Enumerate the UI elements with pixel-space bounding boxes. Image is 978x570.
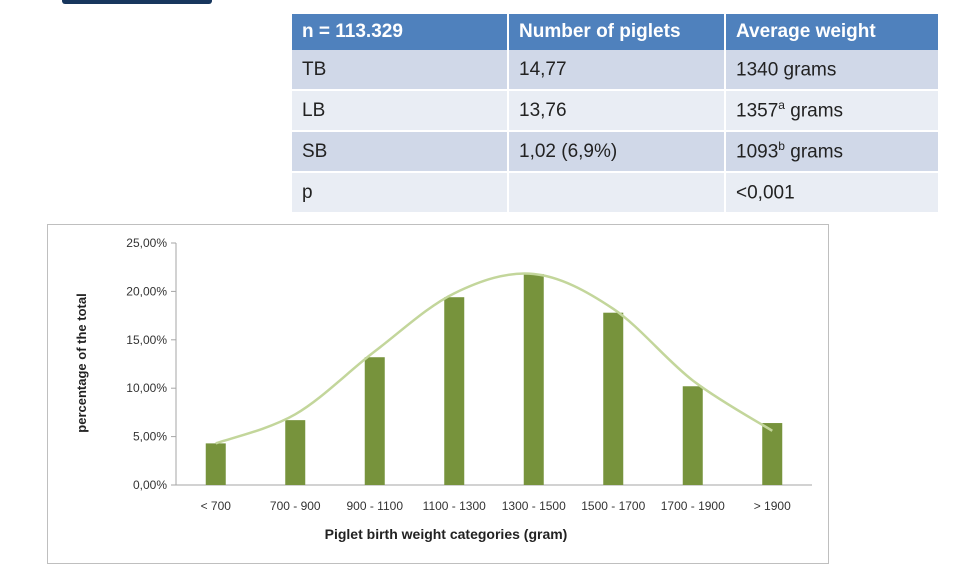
bar bbox=[205, 443, 226, 485]
y-tick-label: 15,00% bbox=[126, 333, 167, 347]
chart-frame: 0,00% 5,00% 10,00% 15,00% 20,00% 25,00% < 700… bbox=[47, 224, 829, 564]
bar bbox=[682, 386, 703, 485]
row-label: SB bbox=[292, 132, 507, 173]
row-piglets bbox=[509, 173, 724, 214]
x-tick-label: 700 - 900 bbox=[270, 499, 321, 513]
trend-curve bbox=[215, 272, 773, 445]
y-axis-label: percentage of the total bbox=[74, 293, 89, 432]
bars bbox=[205, 273, 783, 485]
header-n: n = 113.329 bbox=[292, 14, 507, 50]
bar bbox=[762, 423, 783, 485]
table-row: TB 14,77 1340 grams bbox=[292, 50, 938, 91]
row-label: p bbox=[292, 173, 507, 214]
weight-value: <0,001 bbox=[736, 182, 795, 204]
x-tick-label: 900 - 1100 bbox=[347, 499, 404, 513]
y-tick-label: 10,00% bbox=[126, 381, 167, 395]
header-average-weight: Average weight bbox=[726, 14, 938, 50]
y-tick-label: 20,00% bbox=[126, 284, 167, 298]
row-piglets: 13,76 bbox=[509, 91, 724, 132]
statistics-table: n = 113.329 Number of piglets Average we… bbox=[290, 14, 940, 214]
bar bbox=[285, 420, 306, 485]
x-tick-label: 1500 - 1700 bbox=[581, 499, 645, 513]
row-weight: <0,001 bbox=[726, 173, 938, 214]
weight-unit: grams bbox=[784, 141, 844, 163]
row-weight: 1093b grams bbox=[726, 132, 938, 173]
table-header-row: n = 113.329 Number of piglets Average we… bbox=[292, 14, 938, 50]
bar-chart: 0,00% 5,00% 10,00% 15,00% 20,00% 25,00% < 700… bbox=[74, 236, 812, 542]
row-piglets: 1,02 (6,9%) bbox=[509, 132, 724, 173]
row-weight: 1340 grams bbox=[726, 50, 938, 91]
row-label: LB bbox=[292, 91, 507, 132]
x-tick-label: 1300 - 1500 bbox=[502, 499, 566, 513]
slide-title-remnant bbox=[62, 0, 212, 4]
table-row: p <0,001 bbox=[292, 173, 938, 214]
y-tick-label: 25,00% bbox=[126, 236, 167, 250]
y-tick-label: 0,00% bbox=[133, 478, 167, 492]
bar bbox=[523, 273, 544, 485]
weight-superscript: a bbox=[778, 98, 785, 113]
weight-value: 1340 bbox=[736, 59, 779, 81]
x-tick-label: 1700 - 1900 bbox=[661, 499, 725, 513]
y-tick-label: 5,00% bbox=[133, 430, 167, 444]
header-number-of-piglets: Number of piglets bbox=[509, 14, 724, 50]
weight-unit: grams bbox=[784, 100, 844, 122]
y-axis-ticks: 0,00% 5,00% 10,00% 15,00% 20,00% 25,00% bbox=[126, 236, 176, 492]
x-tick-label: < 700 bbox=[201, 499, 232, 513]
weight-unit: grams bbox=[778, 59, 837, 81]
row-piglets: 14,77 bbox=[509, 50, 724, 91]
bar bbox=[444, 297, 465, 485]
row-weight: 1357a grams bbox=[726, 91, 938, 132]
weight-value: 1093 bbox=[736, 141, 779, 163]
row-label: TB bbox=[292, 50, 507, 91]
bar bbox=[603, 312, 624, 485]
bar bbox=[364, 357, 385, 485]
x-tick-label: 1100 - 1300 bbox=[423, 499, 486, 513]
x-axis-label: Piglet birth weight categories (gram) bbox=[325, 526, 568, 542]
weight-value: 1357 bbox=[736, 100, 779, 122]
table-row: LB 13,76 1357a grams bbox=[292, 91, 938, 132]
weight-superscript: b bbox=[778, 139, 785, 154]
x-tick-label: > 1900 bbox=[754, 499, 791, 513]
x-axis-ticks: < 700 700 - 900 900 - 1100 1100 - 1300 1300 … bbox=[201, 499, 792, 513]
table-row: SB 1,02 (6,9%) 1093b grams bbox=[292, 132, 938, 173]
